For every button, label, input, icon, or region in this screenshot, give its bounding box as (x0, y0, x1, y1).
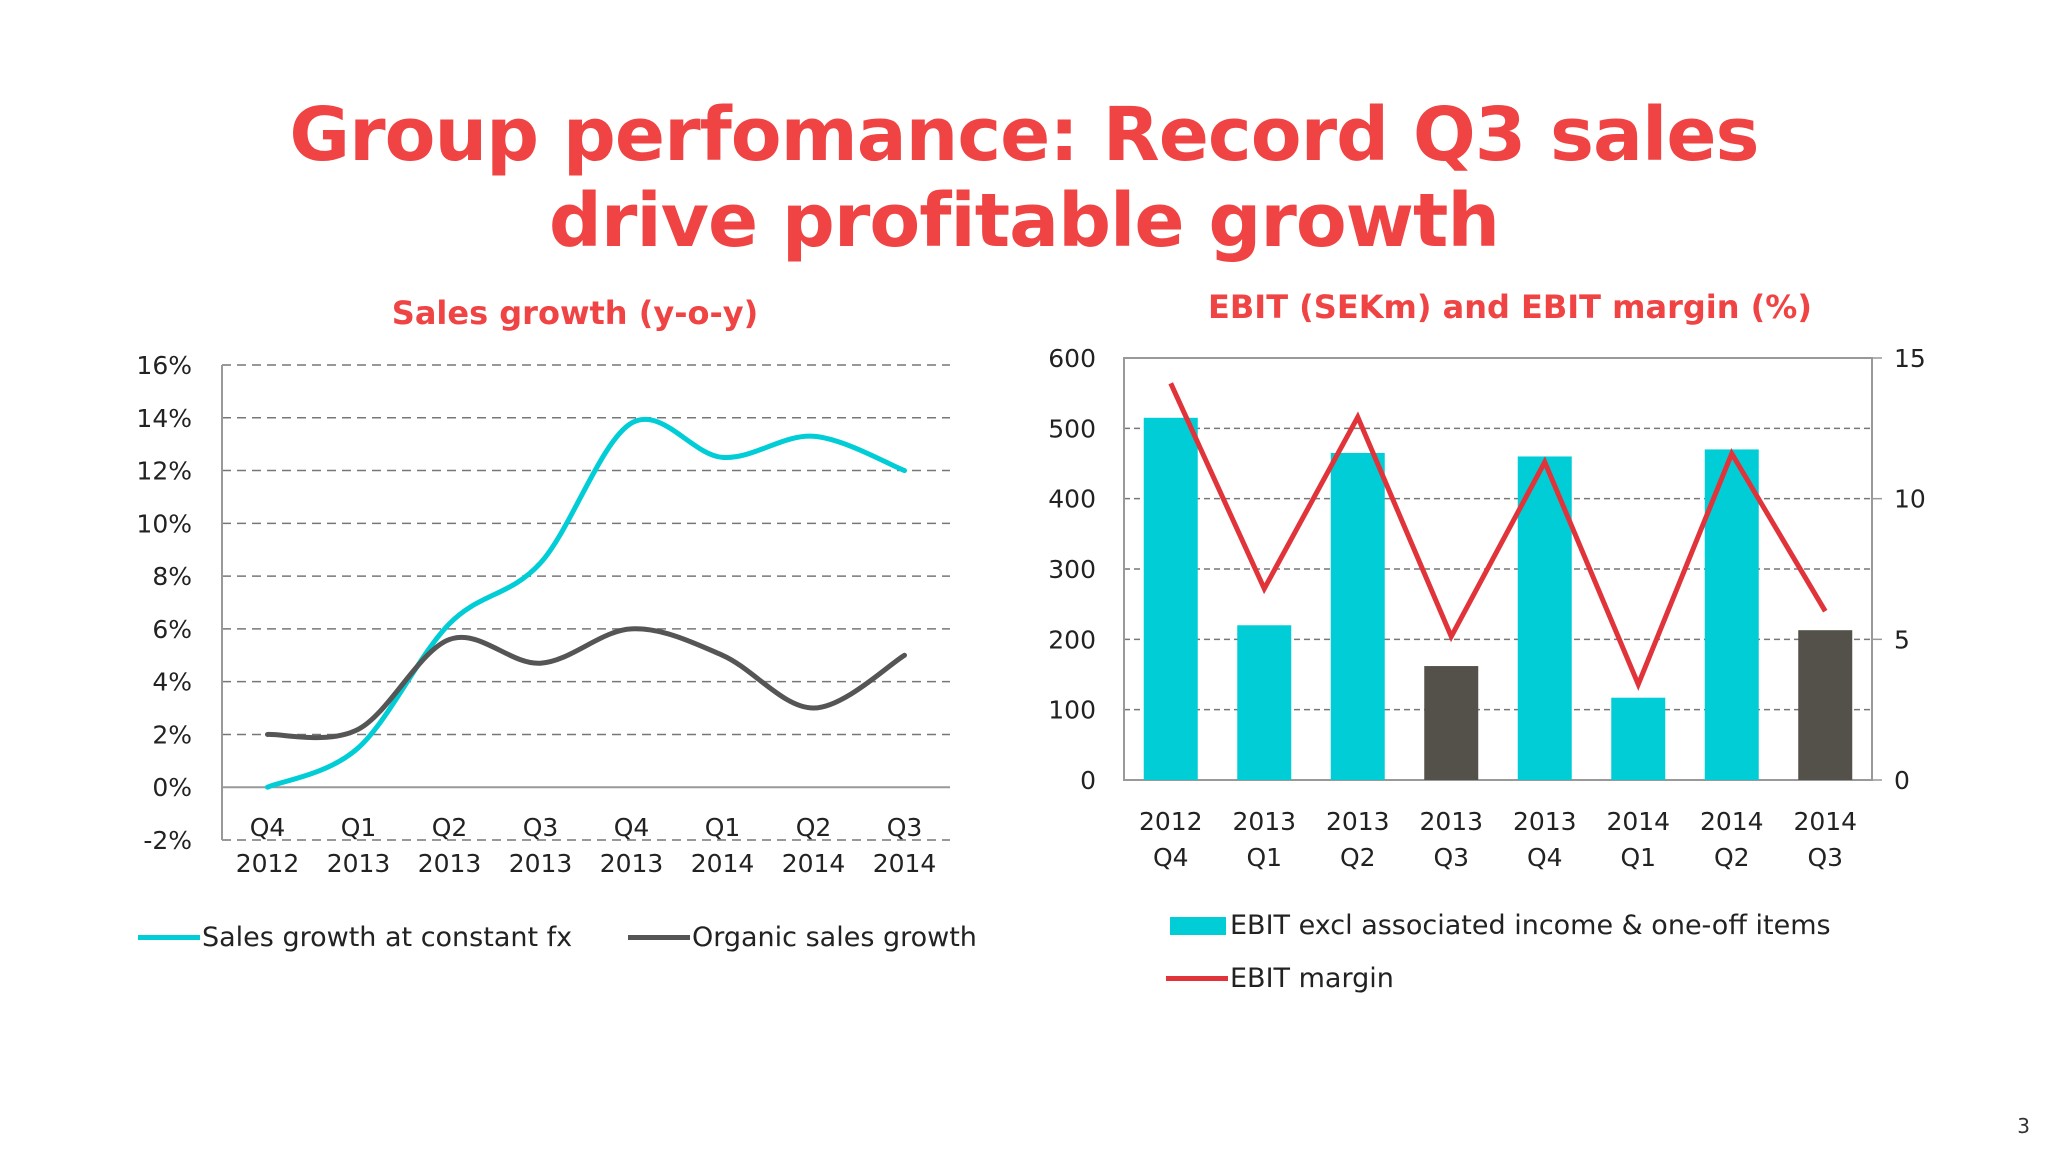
ebit-margin-line (1168, 382, 1828, 691)
left-chart-title: Sales growth (y-o-y) (391, 294, 759, 332)
x-tick-label: Q3 (523, 813, 559, 842)
x-tick-label: 2013 (327, 849, 391, 878)
y-tick-label: 300 (1048, 555, 1096, 584)
legend-label: Sales growth at constant fx (202, 922, 573, 953)
x-tick-label: Q4 (1527, 843, 1563, 872)
y-tick-label: 14% (136, 404, 192, 433)
x-tick-label: Q3 (1433, 843, 1469, 872)
y-tick-label: 200 (1048, 625, 1096, 654)
y2-tick-label: 5 (1894, 625, 1910, 654)
x-tick-label: Q4 (1153, 843, 1189, 872)
x-tick-label: 2014 (1793, 807, 1857, 836)
y-tick-label: 0% (152, 773, 192, 802)
x-tick-label: 2013 (509, 849, 573, 878)
x-tick-label: 2014 (873, 849, 937, 878)
x-tick-label: Q2 (796, 813, 832, 842)
x-tick-label: Q2 (1340, 843, 1376, 872)
y-tick-label: 500 (1048, 414, 1096, 443)
x-tick-label: 2013 (1513, 807, 1577, 836)
right-chart-title: EBIT (SEKm) and EBIT margin (%) (1208, 288, 1812, 326)
x-tick-label: 2013 (600, 849, 664, 878)
series-line (265, 626, 907, 741)
x-tick-label: 2013 (1232, 807, 1296, 836)
x-tick-label: Q1 (1620, 843, 1656, 872)
y-tick-label: 12% (136, 457, 192, 486)
page-number: 3 (2017, 1114, 2030, 1138)
y-tick-label: 6% (152, 615, 192, 644)
legend-swatch-red (1166, 976, 1228, 981)
legend-label: EBIT excl associated income & one-off it… (1230, 910, 1831, 941)
x-tick-label: 2012 (236, 849, 300, 878)
slide-title-line-1: Group perfomance: Record Q3 sales (289, 92, 1759, 178)
x-tick-label: Q3 (887, 813, 923, 842)
plot-frame (1123, 357, 1873, 781)
legend-label: Organic sales growth (692, 922, 977, 953)
x-tick-label: Q1 (705, 813, 741, 842)
x-tick-label: Q4 (614, 813, 650, 842)
sales-growth-chart: 16% 14% 12% 10% 8% 6% 4% 2% 0% -2% Q4 2012 Q1 2013 Q2 2… (136, 351, 950, 878)
x-tick-label: 2013 (1419, 807, 1483, 836)
legend-swatch-dark (628, 935, 690, 940)
legend-swatch-cyan (1170, 916, 1226, 935)
legend-item-ebit-margin: EBIT margin (1166, 963, 1394, 994)
y-tick-label: 8% (152, 562, 192, 591)
x-tick-label: Q2 (1714, 843, 1750, 872)
legend-item-ebit: EBIT excl associated income & one-off it… (1170, 910, 1831, 941)
legend-label: EBIT margin (1230, 963, 1394, 994)
y2-tick-label: 15 (1894, 344, 1926, 373)
y2-tick-label: 0 (1894, 766, 1910, 795)
y-tick-label: -2% (143, 826, 192, 855)
y2-tick-label: 10 (1894, 485, 1926, 514)
x-tick-label: Q1 (341, 813, 377, 842)
ebit-bar (1330, 452, 1385, 780)
ebit-bar (1143, 417, 1198, 780)
y-tick-label: 16% (136, 351, 192, 380)
x-tick-label: 2014 (1700, 807, 1764, 836)
ebit-bar (1424, 666, 1479, 780)
x-tick-label: Q3 (1807, 843, 1843, 872)
legend-item-organic-growth: Organic sales growth (628, 922, 977, 953)
y-tick-label: 100 (1048, 696, 1096, 725)
x-tick-label: 2014 (782, 849, 846, 878)
x-tick-label: 2013 (418, 849, 482, 878)
y-tick-label: 10% (136, 509, 192, 538)
x-tick-label: 2014 (691, 849, 755, 878)
ebit-bar (1237, 625, 1292, 780)
legend-swatch-cyan (138, 935, 200, 940)
x-tick-label: 2012 (1139, 807, 1203, 836)
x-tick-label: Q2 (432, 813, 468, 842)
y-tick-label: 600 (1048, 344, 1096, 373)
y-tick-label: 0 (1080, 766, 1096, 795)
x-tick-label: 2014 (1606, 807, 1670, 836)
x-tick-label: Q4 (250, 813, 286, 842)
legend-item-sales-growth: Sales growth at constant fx (138, 922, 572, 953)
slide-title: Group perfomance: Record Q3 sales drive … (0, 92, 2048, 264)
ebit-bar (1611, 697, 1666, 780)
y-tick-label: 400 (1048, 485, 1096, 514)
x-tick-label: 2013 (1326, 807, 1390, 836)
y-tick-label: 2% (152, 720, 192, 749)
y-tick-label: 4% (152, 668, 192, 697)
ebit-chart: 600 500 400 300 200 100 0 15 10 5 0 2012 Q4 2013 Q1 201… (1048, 344, 1926, 872)
series-line (265, 416, 907, 790)
slide-title-line-2: drive profitable growth (548, 178, 1500, 264)
x-tick-label: Q1 (1246, 843, 1282, 872)
ebit-bar (1798, 630, 1853, 780)
